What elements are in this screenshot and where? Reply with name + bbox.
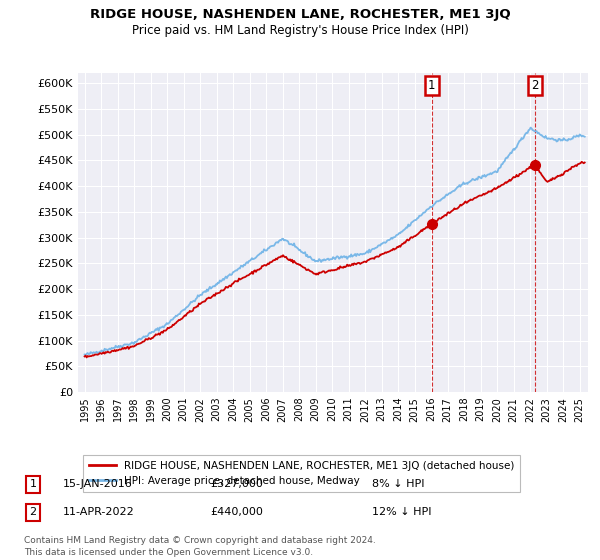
Text: 12% ↓ HPI: 12% ↓ HPI bbox=[372, 507, 431, 517]
Legend: RIDGE HOUSE, NASHENDEN LANE, ROCHESTER, ME1 3JQ (detached house), HPI: Average p: RIDGE HOUSE, NASHENDEN LANE, ROCHESTER, … bbox=[83, 455, 520, 492]
Text: 11-APR-2022: 11-APR-2022 bbox=[63, 507, 135, 517]
Text: RIDGE HOUSE, NASHENDEN LANE, ROCHESTER, ME1 3JQ: RIDGE HOUSE, NASHENDEN LANE, ROCHESTER, … bbox=[89, 8, 511, 21]
Text: 2: 2 bbox=[29, 507, 37, 517]
Text: £327,000: £327,000 bbox=[210, 479, 263, 489]
Text: 1: 1 bbox=[428, 79, 436, 92]
Text: Contains HM Land Registry data © Crown copyright and database right 2024.
This d: Contains HM Land Registry data © Crown c… bbox=[24, 536, 376, 557]
Text: 15-JAN-2016: 15-JAN-2016 bbox=[63, 479, 133, 489]
Text: 1: 1 bbox=[29, 479, 37, 489]
Text: 2: 2 bbox=[531, 79, 539, 92]
Text: Price paid vs. HM Land Registry's House Price Index (HPI): Price paid vs. HM Land Registry's House … bbox=[131, 24, 469, 36]
Text: 8% ↓ HPI: 8% ↓ HPI bbox=[372, 479, 425, 489]
Text: £440,000: £440,000 bbox=[210, 507, 263, 517]
